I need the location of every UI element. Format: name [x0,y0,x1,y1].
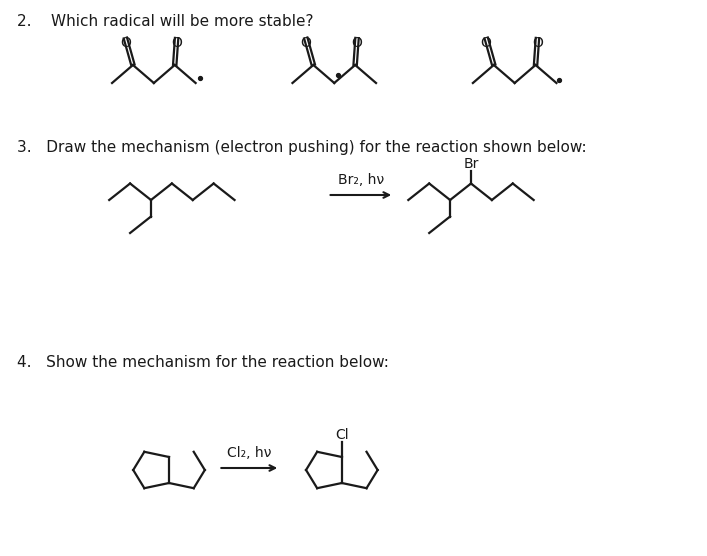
Text: O: O [171,36,182,50]
Text: O: O [300,36,311,50]
Text: O: O [532,36,543,50]
Text: Br₂, hν: Br₂, hν [338,173,384,187]
Text: 3.   Draw the mechanism (electron pushing) for the reaction shown below:: 3. Draw the mechanism (electron pushing)… [17,140,587,155]
Text: Br: Br [463,156,479,171]
Text: O: O [481,36,491,50]
Text: O: O [351,36,363,50]
Text: O: O [120,36,131,50]
Text: Cl₂, hν: Cl₂, hν [227,446,271,460]
Text: Cl: Cl [335,428,349,442]
Text: 4.   Show the mechanism for the reaction below:: 4. Show the mechanism for the reaction b… [17,355,389,370]
Text: 2.    Which radical will be more stable?: 2. Which radical will be more stable? [17,14,314,29]
